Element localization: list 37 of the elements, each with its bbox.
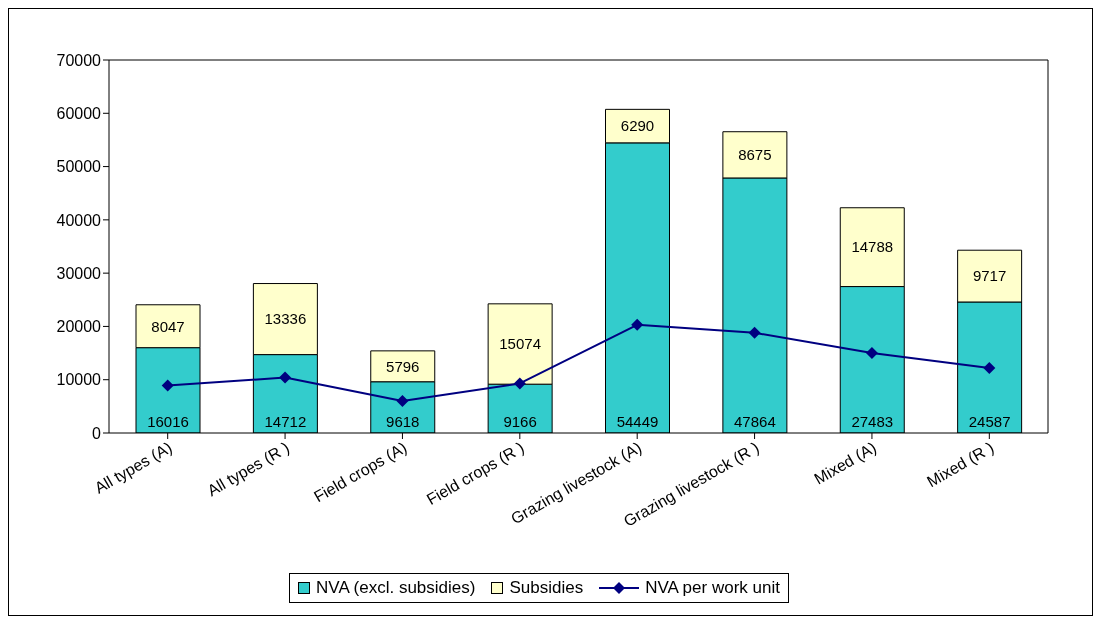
y-tick-label: 30000 bbox=[56, 264, 102, 282]
data-label: 13336 bbox=[264, 310, 307, 328]
data-label: 14712 bbox=[264, 413, 307, 430]
point bbox=[983, 361, 996, 374]
data-label: 27483 bbox=[851, 413, 894, 430]
y-tick-label: 50000 bbox=[56, 158, 102, 176]
x-tick-label: Field crops (A) bbox=[311, 438, 410, 506]
data-label: 24587 bbox=[968, 413, 1011, 430]
point bbox=[513, 377, 526, 390]
legend-label: NVA per work unit bbox=[644, 578, 780, 598]
legend-label: NVA (excl. subsidies) bbox=[315, 578, 476, 598]
data-label: 16016 bbox=[147, 413, 189, 430]
data-label: 8047 bbox=[151, 317, 185, 335]
x-tick-label: All types (R ) bbox=[204, 438, 293, 500]
x-tick-label: Field crops (R ) bbox=[423, 438, 527, 509]
data-label: 15074 bbox=[499, 335, 541, 353]
y-tick-label: 10000 bbox=[56, 371, 102, 389]
point bbox=[396, 395, 409, 408]
y-tick-label: 60000 bbox=[56, 104, 102, 122]
data-label: 14788 bbox=[851, 238, 894, 256]
data-label: 8675 bbox=[738, 146, 772, 164]
data-label: 9166 bbox=[503, 413, 537, 430]
data-label: 9618 bbox=[386, 413, 420, 430]
data-label: 6290 bbox=[620, 117, 655, 135]
point bbox=[279, 371, 292, 384]
data-label: 54449 bbox=[616, 413, 659, 430]
point bbox=[161, 379, 174, 392]
y-tick-label: 20000 bbox=[56, 318, 102, 336]
y-tick-label: 40000 bbox=[56, 211, 102, 229]
data-label: 5796 bbox=[386, 357, 420, 375]
data-label: 9717 bbox=[972, 267, 1007, 285]
y-tick-label: 70000 bbox=[56, 51, 102, 69]
point bbox=[748, 326, 761, 339]
point bbox=[631, 318, 644, 331]
point bbox=[865, 347, 878, 360]
data-label: 47864 bbox=[734, 413, 776, 430]
legend-label: Subsidies bbox=[508, 578, 584, 598]
